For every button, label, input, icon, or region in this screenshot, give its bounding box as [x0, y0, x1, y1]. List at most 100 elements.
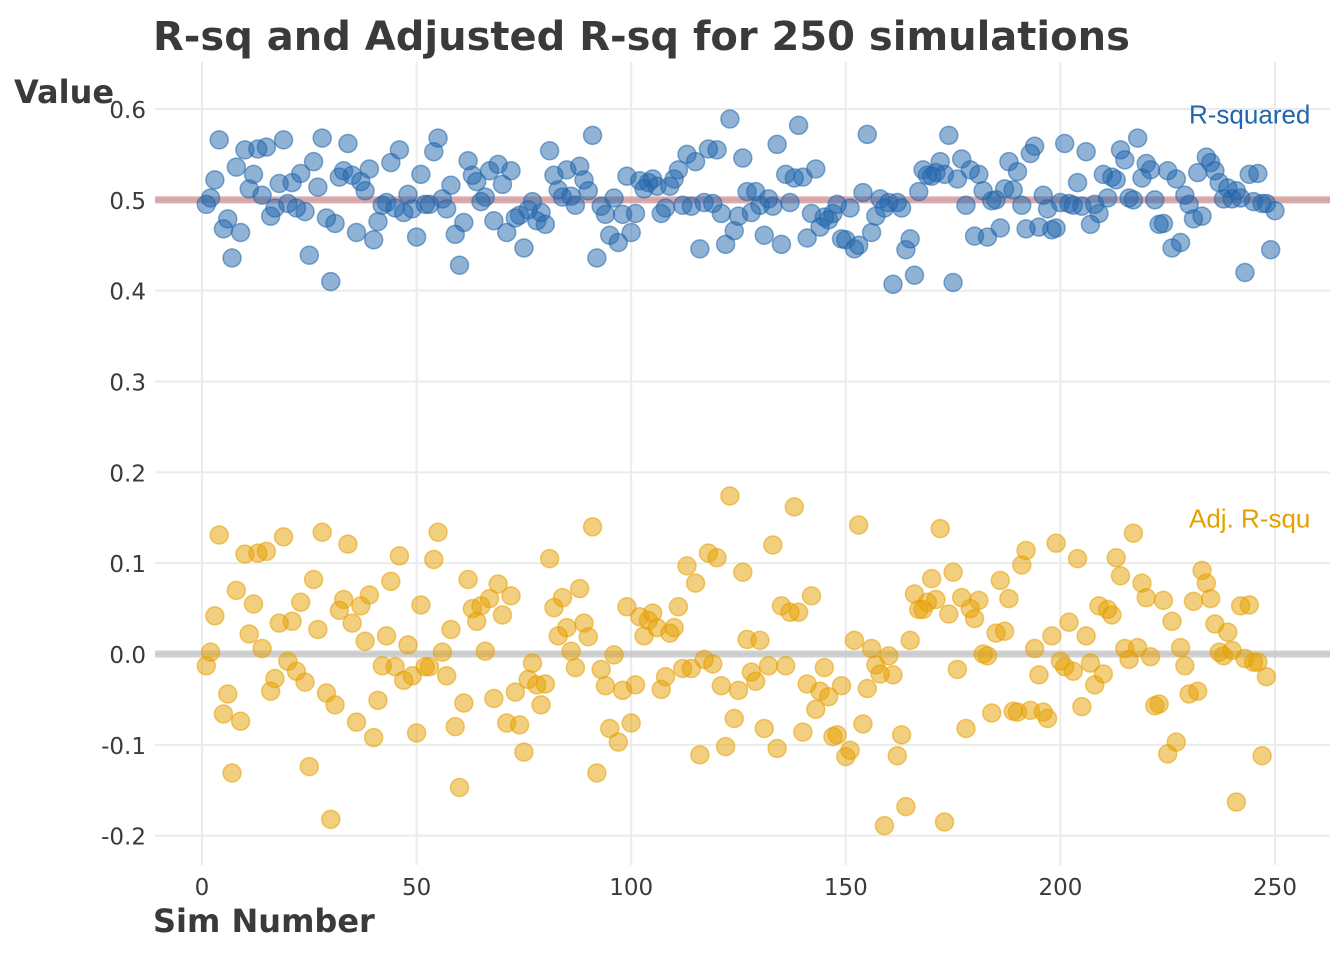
- data-point: [1166, 732, 1187, 752]
- data-point: [788, 115, 809, 136]
- data-point: [484, 210, 504, 231]
- data-point: [1093, 664, 1114, 684]
- data-point: [406, 723, 427, 743]
- data-point: [299, 756, 320, 777]
- data-point: [595, 676, 616, 696]
- data-point: [664, 617, 684, 638]
- data-point: [1252, 745, 1272, 766]
- data-point: [1123, 523, 1144, 543]
- data-point: [355, 181, 375, 201]
- data-point: [883, 665, 903, 685]
- data-point: [1260, 240, 1281, 260]
- data-point: [591, 659, 611, 680]
- data-point: [552, 587, 573, 608]
- data-point: [466, 171, 487, 192]
- data-point: [1170, 637, 1191, 658]
- data-point: [956, 195, 976, 216]
- data-point: [424, 549, 444, 570]
- data-point: [454, 693, 474, 713]
- y-axis-title: Value: [14, 73, 114, 111]
- series-label: R-squared: [1189, 99, 1310, 129]
- data-point: [818, 686, 839, 707]
- data-point: [1067, 172, 1088, 193]
- data-point: [213, 704, 234, 724]
- data-point: [844, 630, 865, 651]
- data-point: [977, 646, 998, 666]
- data-point: [969, 164, 989, 185]
- data-point: [273, 527, 294, 547]
- data-point: [488, 574, 508, 594]
- data-point: [1106, 170, 1126, 190]
- data-point: [617, 597, 637, 617]
- reference-lines: [155, 196, 1330, 658]
- data-point: [964, 608, 985, 629]
- data-point: [200, 642, 221, 662]
- data-point: [1089, 203, 1109, 224]
- data-point: [969, 590, 989, 611]
- data-point: [900, 229, 920, 249]
- data-point: [1235, 262, 1255, 283]
- data-point: [831, 676, 852, 696]
- data-point: [1239, 595, 1259, 615]
- tick-labels: -0.2 -0.1 0.0 0.1 0.2 0.3 0.4 0.5 0.6 0 50 100 150 20…: [101, 98, 1297, 901]
- data-point: [1016, 540, 1036, 561]
- data-point: [780, 192, 800, 213]
- data-point: [295, 672, 315, 692]
- data-point: [256, 137, 277, 157]
- data-point: [230, 222, 251, 243]
- data-point: [565, 657, 586, 678]
- data-point: [205, 170, 225, 190]
- data-point: [1265, 200, 1285, 221]
- data-point: [853, 182, 873, 203]
- data-point: [385, 656, 405, 677]
- data-point: [1162, 611, 1182, 632]
- series-adj-r-squ: [196, 486, 1277, 836]
- x-tick-label: 100: [609, 875, 653, 901]
- y-tick-label: 0.3: [109, 371, 146, 397]
- data-point: [711, 203, 732, 224]
- data-point: [943, 562, 963, 582]
- data-point: [1166, 169, 1187, 189]
- data-point: [1140, 646, 1161, 667]
- data-point: [441, 619, 461, 640]
- data-point: [557, 617, 577, 638]
- data-point: [449, 777, 470, 798]
- data-point: [389, 546, 410, 566]
- data-point: [522, 653, 543, 673]
- x-axis-title: Sim Number: [153, 902, 375, 940]
- data-point: [943, 272, 963, 293]
- data-point: [368, 211, 388, 232]
- data-point: [325, 213, 345, 234]
- data-point: [604, 645, 624, 665]
- data-point: [939, 604, 959, 624]
- data-point: [428, 128, 448, 148]
- data-point: [587, 248, 607, 268]
- data-point: [1063, 661, 1084, 682]
- data-point: [840, 198, 860, 218]
- data-point: [1076, 626, 1096, 646]
- data-point: [608, 232, 629, 253]
- data-point: [299, 245, 320, 265]
- data-point: [376, 626, 397, 646]
- data-point: [883, 274, 903, 295]
- y-tick-label: 0.2: [109, 461, 146, 487]
- data-point: [565, 195, 586, 216]
- data-point: [668, 597, 689, 617]
- data-point: [1059, 612, 1079, 632]
- data-point: [218, 209, 238, 229]
- data-point: [1024, 136, 1045, 156]
- data-point: [1110, 566, 1131, 586]
- y-tick-label: 0.5: [109, 189, 146, 215]
- data-point: [359, 159, 380, 179]
- data-point: [771, 234, 792, 255]
- data-point: [1153, 590, 1174, 611]
- data-point: [891, 725, 912, 745]
- data-point: [668, 160, 689, 180]
- data-point: [784, 497, 805, 517]
- data-point: [926, 589, 946, 610]
- data-point: [346, 222, 367, 243]
- series-r-squared: [196, 109, 1285, 295]
- data-point: [355, 631, 375, 652]
- data-point: [479, 588, 500, 609]
